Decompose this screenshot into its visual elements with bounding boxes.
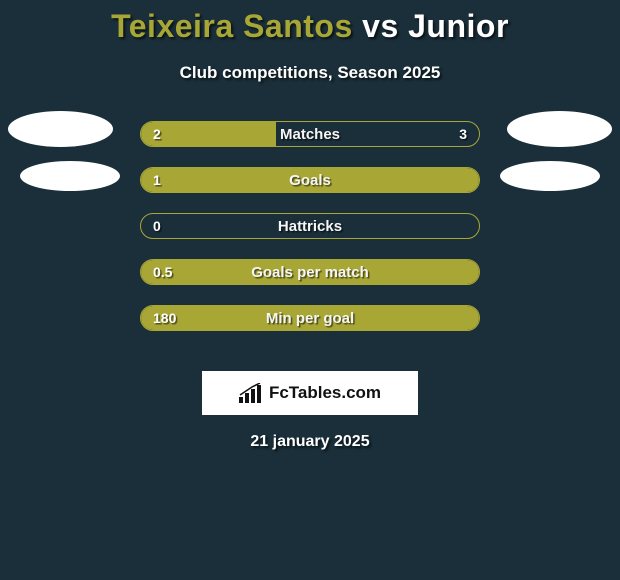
bar-fill (141, 168, 479, 192)
subtitle: Club competitions, Season 2025 (0, 63, 620, 83)
bar-left-value: 0 (153, 214, 161, 238)
date-line: 21 january 2025 (0, 433, 620, 451)
comparison-stage: 2 Matches 3 1 Goals 0 Hattricks 0.5 Goal… (0, 121, 620, 351)
bar-left-value: 2 (153, 122, 161, 146)
bar-row-goals: 1 Goals (140, 167, 480, 193)
bar-row-goals-per-match: 0.5 Goals per match (140, 259, 480, 285)
bar-list: 2 Matches 3 1 Goals 0 Hattricks 0.5 Goal… (140, 121, 480, 351)
logo-text: FcTables.com (269, 383, 381, 403)
bar-left-value: 1 (153, 168, 161, 192)
bar-chart-icon (239, 383, 263, 403)
bar-left-value: 0.5 (153, 260, 172, 284)
bar-left-value: 180 (153, 306, 176, 330)
logo-box: FcTables.com (202, 371, 418, 415)
bar-row-matches: 2 Matches 3 (140, 121, 480, 147)
title-player1: Teixeira Santos (111, 8, 353, 44)
bar-label: Hattricks (141, 214, 479, 238)
title-vs: vs (362, 8, 399, 44)
title-player2: Junior (408, 8, 509, 44)
bar-fill (141, 122, 276, 146)
main-title: Teixeira Santos vs Junior (0, 8, 620, 45)
avatar-right-2 (500, 161, 600, 191)
bar-right-value: 3 (459, 122, 467, 146)
avatar-left-1 (8, 111, 113, 147)
bar-fill (141, 260, 479, 284)
avatar-left-2 (20, 161, 120, 191)
title-block: Teixeira Santos vs Junior (0, 0, 620, 45)
bar-row-hattricks: 0 Hattricks (140, 213, 480, 239)
avatar-right-1 (507, 111, 612, 147)
bar-fill (141, 306, 479, 330)
bar-row-min-per-goal: 180 Min per goal (140, 305, 480, 331)
